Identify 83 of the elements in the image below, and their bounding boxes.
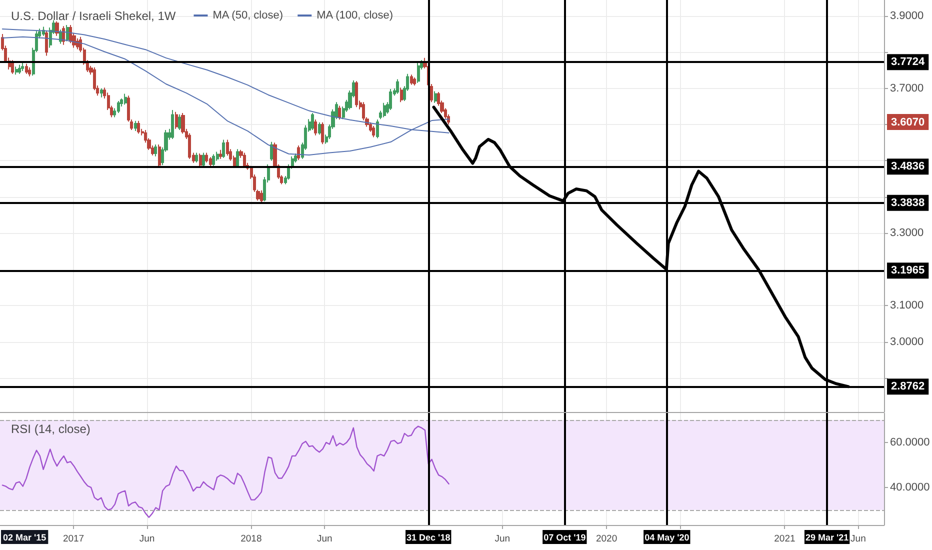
x-tick-label: Jun xyxy=(317,534,332,544)
text: RSI (14, close) xyxy=(11,422,90,436)
candlestick xyxy=(212,154,215,166)
candlestick xyxy=(222,139,225,158)
text: U.S. Dollar / Israeli Shekel, 1W xyxy=(11,9,176,23)
candlestick xyxy=(297,145,300,161)
candlestick xyxy=(195,152,198,164)
y-tick-label: 40.0000 xyxy=(890,481,930,494)
candlestick xyxy=(28,66,31,77)
candlestick xyxy=(355,80,358,108)
candlestick xyxy=(158,144,161,168)
ref-line-label: 07 Oct '19 xyxy=(544,532,586,542)
candlestick xyxy=(134,120,137,132)
candlestick xyxy=(66,24,69,42)
y-tick-label: 3.9000 xyxy=(890,10,924,22)
candlestick xyxy=(45,30,48,56)
ref-line-label: 31 Dec '18 xyxy=(406,532,450,542)
candlestick xyxy=(321,122,324,145)
ref-line-label: 04 May '20 xyxy=(644,532,690,542)
candlestick xyxy=(205,152,208,164)
candlestick xyxy=(219,149,222,160)
candlestick xyxy=(400,87,403,103)
y-tick-label: 3.7000 xyxy=(890,82,924,94)
ref-line-label: 3.1965 xyxy=(891,264,925,277)
candlestick xyxy=(396,78,399,94)
y-tick-label: 3.0000 xyxy=(890,336,924,348)
candlestick xyxy=(376,118,379,139)
candlestick xyxy=(124,93,127,106)
candlestick xyxy=(15,66,18,76)
candlestick xyxy=(175,111,178,130)
candlestick xyxy=(55,20,59,36)
candlestick xyxy=(137,120,140,134)
candlestick xyxy=(413,76,416,86)
candlestick xyxy=(11,60,14,74)
candlestick xyxy=(18,64,21,74)
legend-label: MA (50, close) xyxy=(212,10,284,22)
x-tick-label: Jun xyxy=(850,534,866,544)
y-tick-label: 60.0000 xyxy=(890,436,930,448)
candlestick xyxy=(260,190,263,204)
candlestick xyxy=(178,114,181,130)
line-series xyxy=(2,426,450,518)
candlestick xyxy=(117,100,120,114)
candlestick xyxy=(154,144,157,157)
candlestick xyxy=(410,74,413,86)
x-tick-label: 2021 xyxy=(774,534,796,544)
candlestick xyxy=(236,148,239,168)
ref-line-label: 2.8762 xyxy=(891,380,925,393)
candlestick xyxy=(199,153,202,168)
y-tick-label: 3.1000 xyxy=(890,300,924,312)
candlestick xyxy=(311,112,314,130)
candlestick xyxy=(430,83,433,103)
candlestick xyxy=(243,152,246,168)
candlestick xyxy=(383,102,386,118)
candlestick xyxy=(226,139,229,156)
candlestick xyxy=(389,88,392,111)
ref-line-label: 3.4836 xyxy=(891,160,925,173)
candlestick xyxy=(202,152,205,168)
candlestick xyxy=(270,141,273,162)
candlestick xyxy=(100,88,103,98)
x-tick-label: 2018 xyxy=(240,534,262,544)
candlestick xyxy=(171,110,174,140)
candlestick xyxy=(314,118,317,136)
candlestick xyxy=(372,125,375,138)
text: 02 Mar '15 xyxy=(3,532,46,542)
ref-line-label: 3.7724 xyxy=(891,56,926,68)
candlestick xyxy=(59,29,62,44)
candlestick xyxy=(25,63,28,74)
candlestick xyxy=(318,122,321,136)
x-tick-label: 2017 xyxy=(62,534,84,544)
x-tick-label: Jun xyxy=(494,534,510,544)
legend-label: MA (100, close) xyxy=(316,10,394,22)
candlestick xyxy=(434,90,437,104)
candlestick xyxy=(188,132,191,160)
ref-line-label: 29 Mar '21 xyxy=(805,532,849,542)
candlestick xyxy=(417,62,420,84)
y-tick-label: 3.3000 xyxy=(890,227,924,240)
ref-line-label: 3.3838 xyxy=(891,196,925,209)
candlestick xyxy=(209,156,212,167)
candlestick xyxy=(338,105,341,120)
candlestick xyxy=(21,62,24,72)
annotation: 3.6070 xyxy=(891,116,925,129)
x-tick-label: 2020 xyxy=(596,534,618,544)
x-tick-label: Jun xyxy=(139,534,155,544)
